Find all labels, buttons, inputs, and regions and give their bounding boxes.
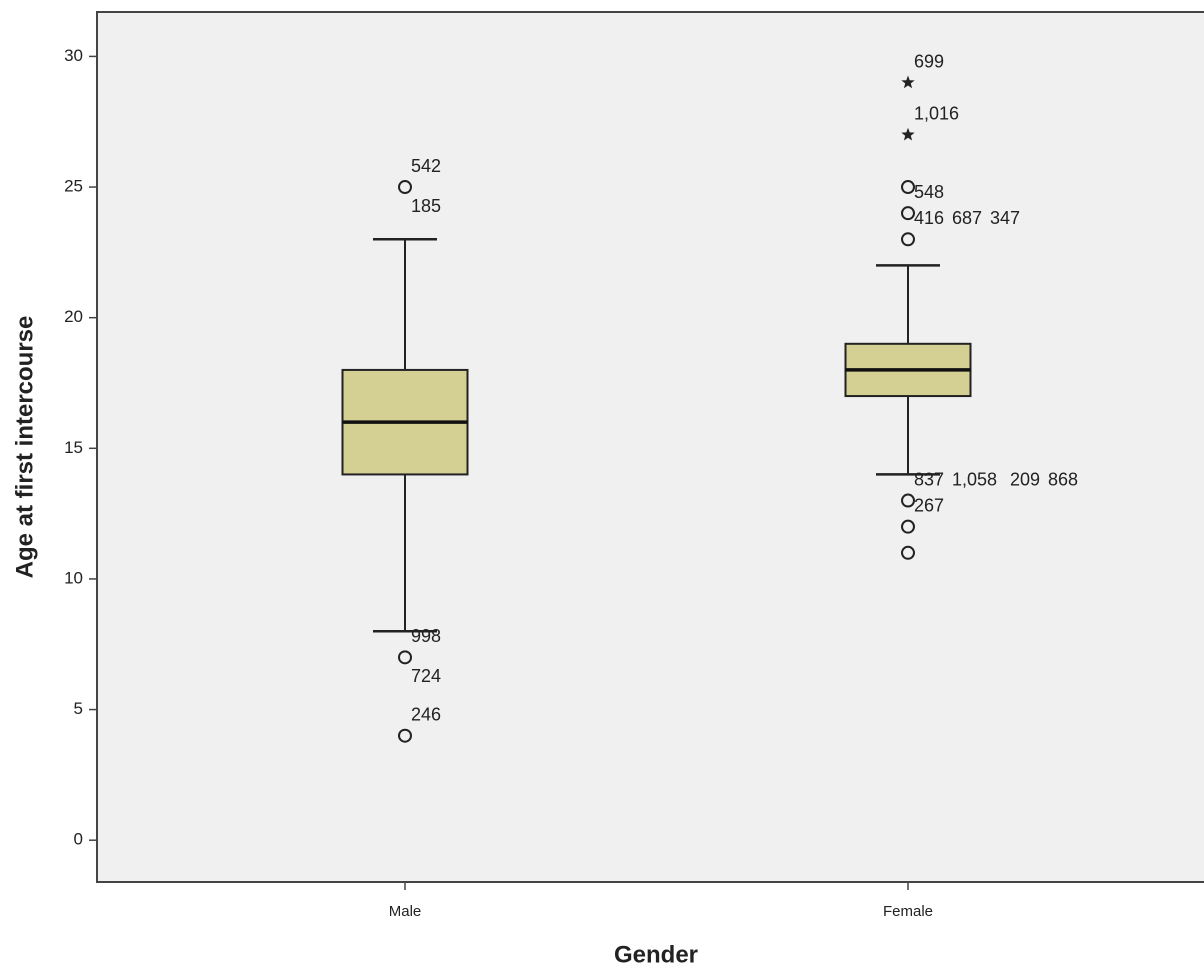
outlier-label: 837	[914, 469, 944, 489]
outlier-label: 1,058	[952, 469, 997, 489]
outlier-label: 724	[411, 666, 441, 686]
outlier-label: 1,016	[914, 104, 959, 124]
outlier-marker	[901, 545, 915, 560]
outlier-marker	[901, 232, 915, 247]
y-tick-label: 30	[64, 46, 83, 65]
outlier-label: 699	[914, 51, 944, 71]
extreme-marker	[901, 127, 915, 141]
outlier-marker	[901, 180, 915, 195]
outlier-marker	[398, 728, 412, 743]
outlier-label: 416	[914, 208, 944, 228]
extreme-marker	[901, 75, 915, 89]
outlier-label: 209	[1010, 469, 1040, 489]
outlier-label: 687	[952, 208, 982, 228]
outlier-label: 347	[990, 208, 1020, 228]
outlier-marker	[398, 180, 412, 195]
outlier-marker	[901, 519, 915, 534]
outlier-marker	[901, 493, 915, 508]
y-axis-title: Age at first intercourse	[11, 316, 38, 579]
outlier-label: 868	[1048, 469, 1078, 489]
y-tick-label: 15	[64, 438, 83, 457]
outlier-marker	[901, 206, 915, 221]
outlier-label: 267	[914, 495, 944, 515]
y-tick-label: 5	[74, 699, 83, 718]
outlier-label: 185	[411, 196, 441, 216]
x-axis-title: Gender	[614, 941, 698, 968]
y-tick-label: 25	[64, 177, 83, 196]
x-tick-label: Female	[883, 903, 933, 920]
plot-area	[96, 11, 1204, 883]
y-tick-label: 10	[64, 568, 83, 587]
outlier-marker	[398, 650, 412, 665]
outlier-label: 246	[411, 704, 441, 724]
outlier-label: 548	[914, 182, 944, 202]
y-tick-label: 20	[64, 307, 83, 326]
x-tick-label: Male	[389, 903, 422, 920]
y-tick-label: 0	[74, 830, 83, 849]
outlier-label: 998	[411, 626, 441, 646]
outlier-label: 542	[411, 156, 441, 176]
